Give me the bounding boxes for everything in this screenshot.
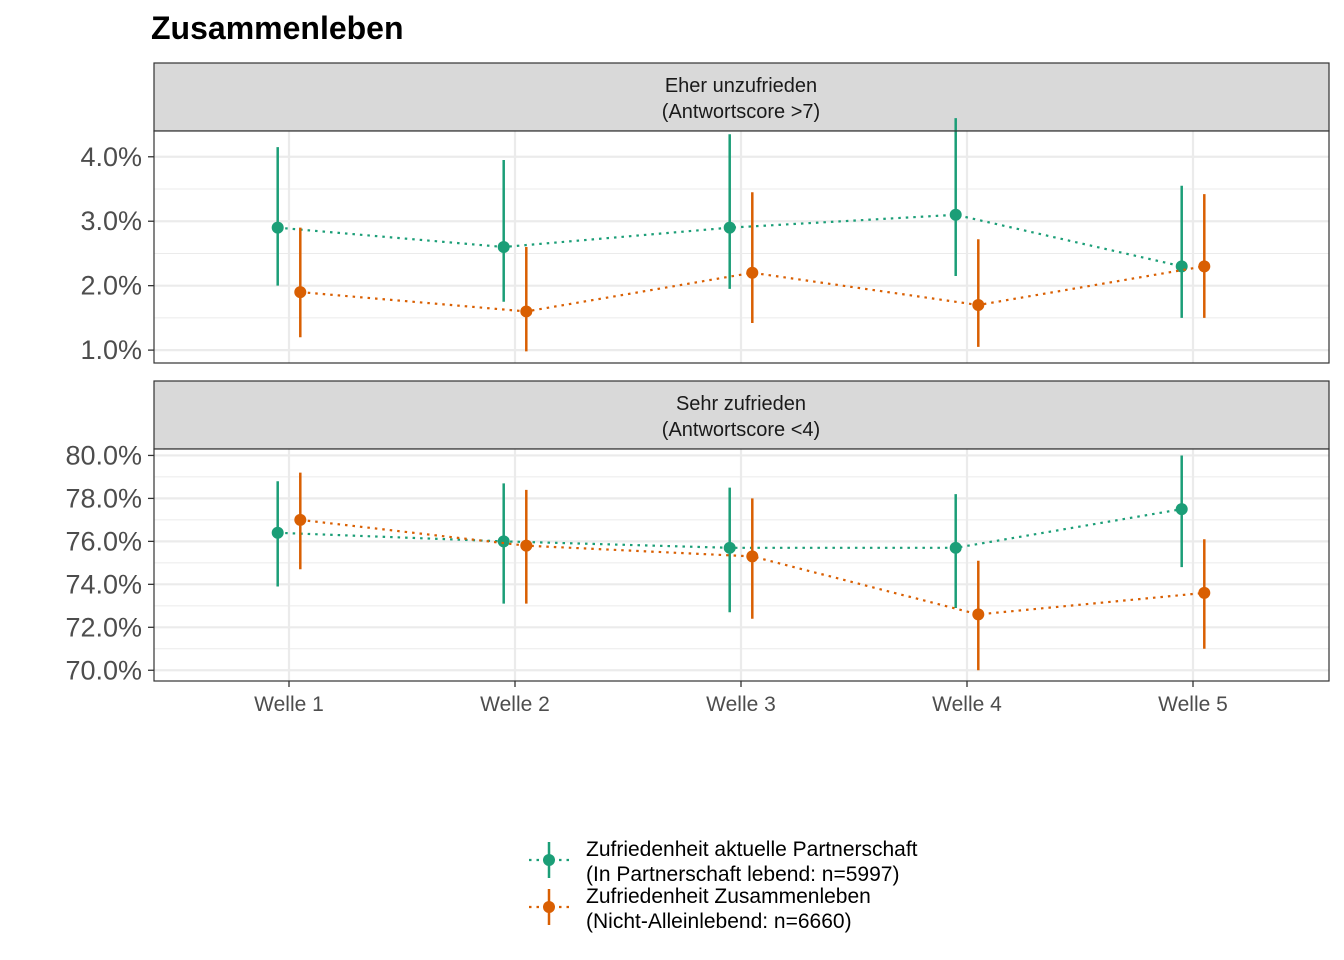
series-1-point <box>723 221 736 234</box>
y-tick-label: 72.0% <box>65 612 142 642</box>
series-1-line <box>277 213 1182 268</box>
series-2-point <box>746 266 759 279</box>
legend-key-series-2 <box>529 889 569 925</box>
series-1-point <box>949 208 962 221</box>
legend-label-series-1-line1: Zufriedenheit aktuelle Partnerschaft <box>586 838 918 861</box>
x-tick-label: Welle 5 <box>1158 693 1228 716</box>
panel-2-plot: 70.0% 72.0% 74.0% 76.0% 78.0% 80.0% <box>65 440 1330 685</box>
x-tick-label: Welle 2 <box>480 693 550 716</box>
y-tick-label: 78.0% <box>65 483 142 513</box>
series-2-point <box>294 286 307 299</box>
series-2-point <box>520 539 533 552</box>
panel-1-strip: Eher unzufrieden (Antwortscore >7) <box>153 62 1330 132</box>
series-1-point <box>497 241 510 253</box>
series-2-point <box>972 299 985 311</box>
legend: Zufriedenheit aktuelle Partnerschaft (In… <box>529 838 918 933</box>
series-1-point <box>271 526 284 539</box>
chart-title: Zusammenleben <box>151 10 404 46</box>
series-2-point <box>746 550 759 563</box>
y-tick-label: 80.0% <box>65 440 142 470</box>
series-2-point <box>294 513 307 526</box>
y-tick-label: 3.0% <box>80 206 142 236</box>
panel-1-strip-line1: Eher unzufrieden <box>665 75 817 97</box>
panel-1-plot: 1.0% 2.0% 3.0% 4.0% <box>80 118 1330 365</box>
y-tick-label: 1.0% <box>80 335 142 365</box>
legend-label-series-2-line1: Zufriedenheit Zusammenleben <box>586 885 871 908</box>
y-tick-label: 4.0% <box>80 142 142 172</box>
legend-label-series-1-line2: (In Partnerschaft lebend: n=5997) <box>586 863 899 886</box>
y-tick-label: 2.0% <box>80 271 142 301</box>
x-tick-label: Welle 3 <box>706 693 776 716</box>
panel-2-strip-line1: Sehr zufrieden <box>676 393 806 415</box>
panel-2-strip-line2: (Antwortscore <4) <box>662 419 820 441</box>
legend-label-series-2-line2: (Nicht-Alleinlebend: n=6660) <box>586 910 852 933</box>
x-tick-label: Welle 4 <box>932 693 1002 716</box>
series-2-line <box>300 518 1205 616</box>
series-1-point <box>949 541 962 554</box>
series-1-point <box>497 535 510 548</box>
y-tick-label: 74.0% <box>65 569 142 599</box>
series-2-point <box>972 608 985 621</box>
panel-border <box>153 130 1330 364</box>
series-2-line <box>300 265 1205 313</box>
series-1-point <box>271 221 284 234</box>
x-tick-label: Welle 1 <box>254 693 324 716</box>
series-1-point <box>723 541 736 554</box>
series-2-point <box>1198 586 1211 599</box>
panel-1-strip-line2: (Antwortscore >7) <box>662 101 820 123</box>
y-tick-label: 70.0% <box>65 655 142 685</box>
panel-2-strip: Sehr zufrieden (Antwortscore <4) <box>153 380 1330 450</box>
series-2-point <box>520 305 533 318</box>
y-tick-label: 76.0% <box>65 526 142 556</box>
series-2-point <box>1198 260 1211 273</box>
series-1-point <box>1175 503 1188 516</box>
x-axis: Welle 1 Welle 2 Welle 3 Welle 4 Welle 5 <box>254 681 1228 716</box>
legend-key-series-1 <box>529 842 569 878</box>
